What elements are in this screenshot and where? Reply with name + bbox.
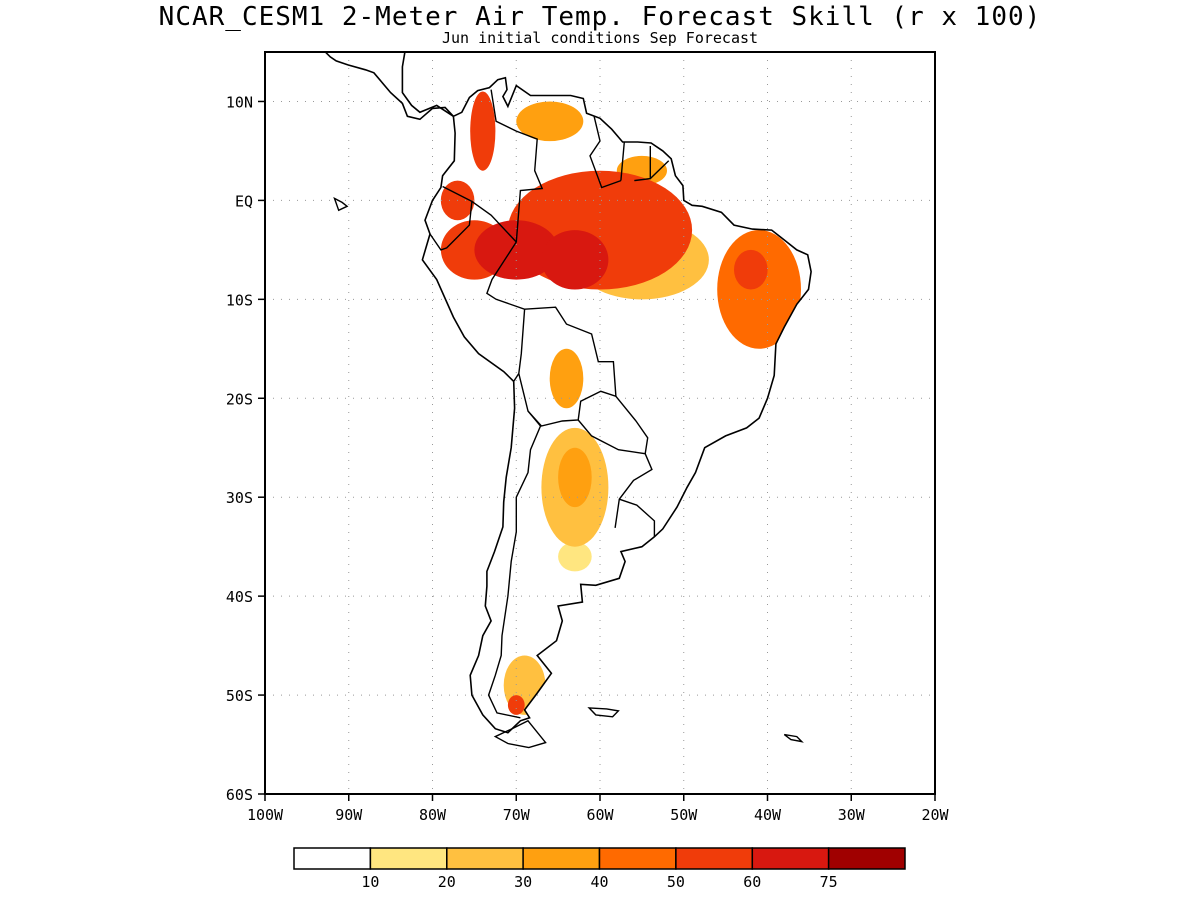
country-border	[649, 160, 670, 180]
skill-patch	[549, 348, 584, 409]
skill-patch	[474, 220, 559, 280]
lat-tick-label: EQ	[235, 192, 253, 210]
colorbar-label: 50	[667, 873, 685, 891]
lon-tick-label: 100W	[247, 806, 284, 824]
colorbar-label: 75	[820, 873, 838, 891]
lat-tick-label: 60S	[226, 786, 253, 804]
lon-tick-label: 40W	[754, 806, 782, 824]
map-subtitle: Jun initial conditions Sep Forecast	[441, 29, 759, 47]
south-america-coastline	[421, 76, 812, 734]
colorbar-swatch	[522, 847, 601, 870]
lon-tick-label: 50W	[670, 806, 698, 824]
skill-patch	[507, 695, 525, 715]
skill-patch	[558, 541, 592, 572]
colorbar: 10 20 30 40 50 60 75	[293, 847, 906, 891]
coastlines	[265, 52, 812, 749]
colorbar-swatch	[369, 847, 448, 870]
country-border	[620, 141, 625, 181]
map-axes: 10N EQ 10S 20S 30S 40S 50S 60S 100W 90W 80W 70W 60W 5…	[226, 93, 950, 824]
country-border	[619, 498, 656, 537]
country-border	[490, 89, 544, 243]
colorbar-swatch	[751, 847, 830, 870]
colorbar-label: 40	[590, 873, 608, 891]
colorbar-label: 20	[438, 873, 456, 891]
country-border	[487, 410, 542, 719]
central-america-coastline	[368, 52, 454, 117]
lat-tick-label: 30S	[226, 489, 253, 507]
tierra-del-fuego-coastline	[493, 719, 547, 749]
falkland-islands	[587, 707, 620, 718]
lon-tick-label: 90W	[335, 806, 363, 824]
lat-tick-label: 10N	[226, 93, 253, 111]
country-border	[429, 185, 473, 251]
colorbar-swatch	[598, 847, 677, 870]
central-america-coastline	[265, 52, 454, 121]
map-grid	[265, 52, 935, 794]
map-frame	[264, 51, 936, 795]
map-title: NCAR_CESM1 2-Meter Air Temp. Forecast Sk…	[158, 2, 1042, 32]
skill-patch	[516, 101, 584, 142]
colorbar-swatch	[827, 847, 906, 870]
country-border	[589, 116, 622, 189]
lon-tick-label: 80W	[419, 806, 447, 824]
skill-patch	[541, 230, 609, 290]
colorbar-label: 60	[743, 873, 761, 891]
lat-tick-label: 50S	[226, 687, 253, 705]
lon-tick-label: 30W	[838, 806, 866, 824]
galapagos-islands	[333, 196, 349, 212]
colorbar-swatch	[293, 847, 372, 870]
lat-tick-label: 10S	[226, 291, 253, 309]
colorbar-swatch	[675, 847, 754, 870]
lat-tick-label: 40S	[226, 588, 253, 606]
skill-patch	[734, 249, 768, 290]
colorbar-swatch	[446, 847, 524, 870]
lon-tick-label: 20W	[921, 806, 949, 824]
lon-tick-label: 70W	[503, 806, 531, 824]
country-border	[471, 200, 526, 382]
south-georgia-island	[783, 733, 804, 743]
skill-patch	[470, 91, 496, 171]
country-border	[614, 453, 653, 529]
skill-patch	[558, 447, 592, 508]
skill-patch	[717, 230, 801, 349]
lon-tick-label: 60W	[586, 806, 614, 824]
colorbar-label: 10	[361, 873, 379, 891]
country-border	[518, 306, 617, 427]
colorbar-label: 30	[514, 873, 532, 891]
lat-tick-label: 20S	[226, 390, 253, 408]
